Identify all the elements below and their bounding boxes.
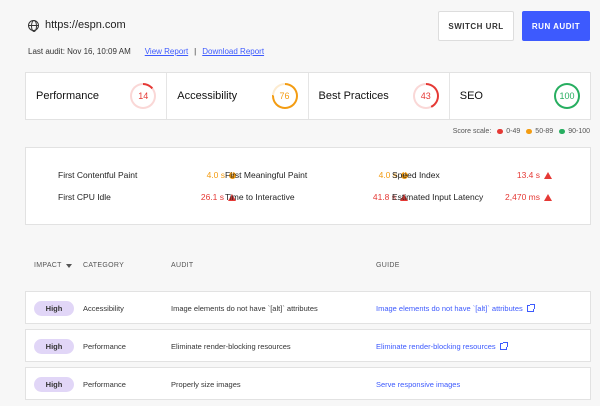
- audit-cell: Eliminate render-blocking resources: [171, 342, 291, 351]
- scale-range: 90-100: [568, 128, 590, 135]
- score-gauge: 76: [271, 83, 298, 109]
- score-value: 43: [420, 91, 431, 101]
- category-cell: Performance: [83, 342, 126, 351]
- guide-link[interactable]: Image elements do not have `[alt]` attri…: [376, 304, 535, 313]
- audit-header: AUDIT: [171, 262, 194, 269]
- last-audit-info: Last audit: Nov 16, 10:09 AM View Report…: [28, 47, 268, 56]
- guide-text: Image elements do not have `[alt]` attri…: [376, 304, 523, 313]
- metric-value: 13.4 s: [516, 170, 540, 180]
- sort-down-icon: [65, 263, 72, 268]
- metric-time-to-interactive: Time to Interactive 41.8 s: [225, 192, 408, 202]
- metric-first-cpu-idle: First CPU Idle 26.1 s: [58, 192, 236, 202]
- metric-label: First Meaningful Paint: [225, 170, 308, 180]
- score-performance[interactable]: Performance 14: [26, 73, 168, 119]
- metric-label: First Contentful Paint: [58, 170, 138, 180]
- impact-badge: High: [34, 377, 74, 392]
- metric-label: First CPU Idle: [58, 192, 111, 202]
- guide-text: Eliminate render-blocking resources: [376, 342, 496, 351]
- table-row[interactable]: High Performance Properly size images Se…: [25, 367, 591, 400]
- url-display: https://espn.com: [28, 19, 126, 32]
- metric-value: 4.0 s: [206, 170, 225, 180]
- link-separator: |: [194, 47, 197, 56]
- table-row[interactable]: High Performance Eliminate render-blocki…: [25, 329, 591, 362]
- score-gauge: 43: [412, 83, 439, 109]
- score-value: 14: [138, 91, 149, 101]
- metric-label: Time to Interactive: [225, 192, 295, 202]
- score-seo[interactable]: SEO 100: [450, 73, 590, 119]
- metric-value: 41.8 s: [372, 192, 396, 202]
- metric-first-contentful-paint: First Contentful Paint 4.0 s!: [58, 170, 236, 180]
- score-label: SEO: [459, 90, 483, 102]
- run-audit-button[interactable]: RUN AUDIT: [522, 11, 590, 41]
- impact-badge: High: [34, 339, 74, 354]
- category-cell: Accessibility: [83, 304, 124, 313]
- score-label: Performance: [36, 90, 99, 102]
- metric-value: 26.1 s: [200, 192, 224, 202]
- metric-speed-index: Speed Index 13.4 s: [392, 170, 552, 180]
- metric-label: Estimated Input Latency: [392, 192, 484, 202]
- last-audit-text: Last audit: Nov 16, 10:09 AM: [28, 47, 131, 56]
- table-row[interactable]: High Accessibility Image elements do not…: [25, 291, 591, 324]
- metric-value: 4.0 s: [378, 170, 397, 180]
- score-gauge: 14: [130, 83, 157, 109]
- scale-range: 50-89: [535, 128, 554, 135]
- score-gauge: 100: [554, 83, 580, 109]
- external-link-icon: [499, 342, 508, 350]
- guide-link[interactable]: Serve responsive images: [376, 380, 460, 389]
- alert-triangle-icon: [228, 193, 236, 201]
- alert-triangle-icon: [400, 193, 408, 201]
- score-scale-legend: Score scale: 0-49 50-89 90-100: [453, 128, 590, 135]
- score-label: Accessibility: [177, 90, 238, 102]
- score-label: Best Practices: [318, 90, 389, 102]
- warning-icon: !: [401, 171, 408, 179]
- category-header: CATEGORY: [83, 262, 125, 269]
- impact-badge: High: [34, 301, 74, 316]
- audit-cell: Properly size images: [171, 380, 241, 389]
- impact-sort-header[interactable]: IMPACT: [34, 262, 72, 269]
- red-dot-icon: [497, 129, 504, 134]
- audit-cell: Image elements do not have `[alt]` attri…: [171, 304, 318, 313]
- guide-text: Serve responsive images: [376, 380, 461, 389]
- url-text: https://espn.com: [45, 19, 126, 31]
- external-link-icon: [526, 304, 535, 312]
- guide-link[interactable]: Eliminate render-blocking resources: [376, 342, 508, 351]
- category-cell: Performance: [83, 380, 126, 389]
- score-value: 100: [559, 91, 575, 101]
- metric-label: Speed Index: [392, 170, 440, 180]
- guide-header: GUIDE: [376, 262, 400, 269]
- switch-url-button[interactable]: SWITCH URL: [438, 11, 514, 41]
- orange-dot-icon: [526, 129, 533, 134]
- impact-header: IMPACT: [34, 262, 62, 269]
- score-accessibility[interactable]: Accessibility 76: [167, 73, 309, 119]
- score-value: 76: [279, 91, 290, 101]
- score-best-practices[interactable]: Best Practices 43: [309, 73, 450, 119]
- metric-estimated-input-latency: Estimated Input Latency 2,470 ms: [392, 192, 552, 202]
- alert-triangle-icon: [544, 171, 552, 179]
- metrics-panel: First Contentful Paint 4.0 s! First Mean…: [25, 147, 591, 225]
- globe-icon: [28, 19, 39, 32]
- score-scale-label: Score scale:: [452, 128, 492, 135]
- score-summary: Performance 14 Accessibility 76 Best Pra…: [25, 72, 591, 120]
- download-report-link[interactable]: Download Report: [202, 47, 265, 56]
- metric-first-meaningful-paint: First Meaningful Paint 4.0 s!: [225, 170, 408, 180]
- green-dot-icon: [559, 129, 566, 134]
- warning-icon: !: [229, 171, 236, 179]
- scale-range: 0-49: [506, 128, 521, 135]
- alert-triangle-icon: [544, 193, 552, 201]
- view-report-link[interactable]: View Report: [144, 47, 189, 56]
- metric-value: 2,470 ms: [505, 192, 540, 202]
